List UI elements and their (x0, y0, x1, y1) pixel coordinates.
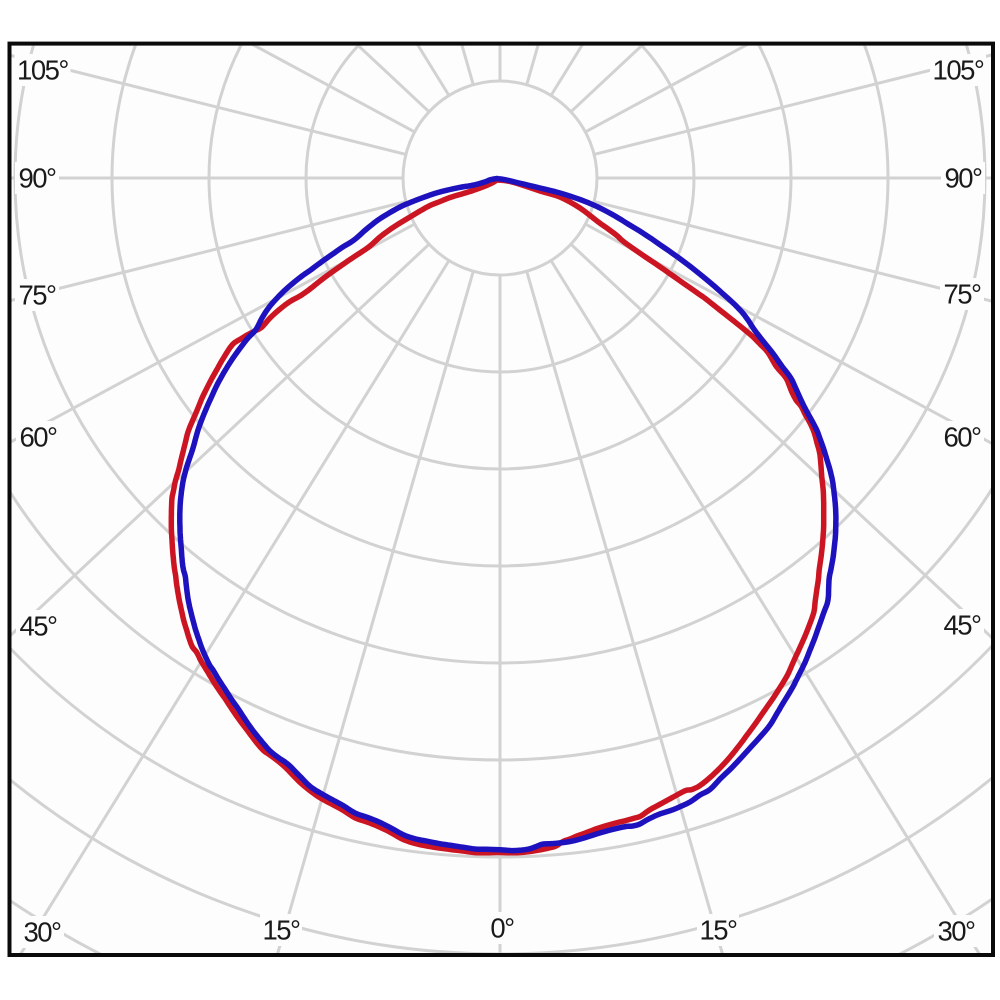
svg-text:90°: 90° (18, 163, 56, 194)
svg-text:30°: 30° (937, 916, 975, 947)
svg-text:15°: 15° (699, 915, 737, 946)
svg-text:15°: 15° (262, 915, 300, 946)
svg-text:45°: 45° (943, 610, 981, 641)
svg-text:105°: 105° (933, 55, 984, 86)
svg-text:0°: 0° (490, 913, 514, 944)
svg-text:90°: 90° (944, 163, 982, 194)
svg-text:45°: 45° (19, 611, 57, 642)
svg-text:60°: 60° (19, 422, 57, 453)
svg-text:105°: 105° (17, 55, 68, 86)
svg-text:30°: 30° (23, 917, 61, 948)
svg-text:60°: 60° (943, 422, 981, 453)
svg-text:75°: 75° (18, 280, 56, 311)
svg-text:75°: 75° (943, 279, 981, 310)
